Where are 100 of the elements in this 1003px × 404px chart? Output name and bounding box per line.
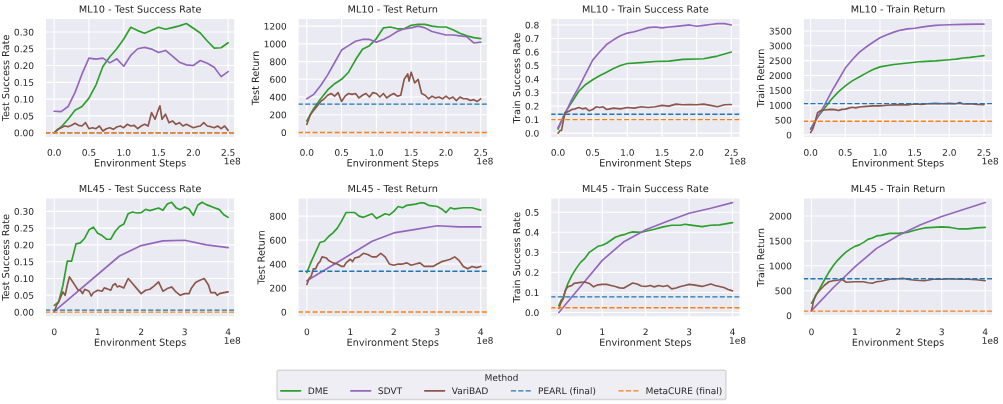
x-tick-label: 2.0 [690, 149, 704, 156]
x-tick-label: 2.5 [474, 149, 488, 156]
y-tick-label: 0.4 [525, 229, 539, 236]
y-tick-label: 400 [269, 260, 287, 268]
x-tick-label: 2.5 [977, 149, 991, 156]
y-tick-label: 1000 [769, 262, 792, 270]
chart-title: ML45 - Test Success Rate [79, 184, 201, 193]
y-tick-label: 1500 [769, 237, 792, 245]
y-axis-title: Train Return [756, 49, 765, 108]
x-tick-label: 3 [939, 328, 944, 336]
x-axis-title: Environment Steps [94, 338, 186, 348]
x-tick-label: 1 [95, 328, 100, 336]
y-tick-label: 0.5 [525, 208, 539, 216]
y-tick-label: 500 [775, 116, 792, 124]
x-tick-label: 3 [182, 328, 187, 336]
y-tick-label: 500 [775, 287, 792, 295]
y-tick-label: 0.3 [525, 249, 539, 256]
y-tick-label: 0.30 [14, 208, 34, 215]
x-tick-label: 0 [809, 328, 814, 336]
text: 1e8 [729, 337, 746, 344]
y-tick-label: 1500 [769, 87, 792, 94]
chart-title: ML10 - Train Success Rate [582, 5, 709, 13]
text: 1e8 [224, 337, 241, 344]
legend-label: VariBAD [451, 387, 488, 395]
legend-label: DME [308, 387, 328, 394]
x-tick-label: 1 [600, 328, 605, 336]
y-tick-label: 2500 [769, 57, 792, 65]
legend-label: SDVT [378, 387, 403, 395]
x-tick-label: 0.0 [804, 149, 818, 156]
y-tick-label: 200 [270, 284, 287, 292]
x-tick-label: 1.0 [117, 149, 131, 156]
y-axis-title: Test Success Rate [1, 35, 10, 122]
y-tick-label: 2000 [769, 212, 792, 220]
y-tick-label: 0.1 [525, 289, 539, 297]
legend-label: MetaCURE (final) [646, 387, 722, 396]
x-tick-label: 2.5 [724, 149, 738, 156]
y-tick-label: 600 [270, 76, 287, 83]
x-tick-label: 4 [982, 328, 988, 336]
x-axis-title: Environment Steps [600, 338, 692, 348]
y-tick-label: 0 [281, 129, 287, 137]
y-tick-label: 400 [269, 93, 287, 101]
x-tick-label: 2 [896, 328, 901, 336]
y-tick-label: 0.20 [14, 62, 34, 70]
x-tick-label: 0.5 [838, 149, 852, 156]
x-tick-label: 2.0 [942, 149, 956, 156]
y-tick-label: 0.6 [525, 48, 539, 56]
x-axis-title: Environment Steps [852, 159, 944, 169]
x-tick-label: 2.0 [439, 149, 453, 156]
text: 1e8 [729, 157, 746, 165]
y-tick-label: 0 [786, 131, 792, 139]
x-tick-label: 0.5 [82, 149, 96, 156]
x-axis-title: Environment Steps [347, 159, 439, 169]
x-tick-label: 2.0 [186, 149, 200, 156]
y-axis-title: Train Success Rate [512, 212, 521, 303]
y-tick-label: 0.25 [14, 224, 34, 232]
y-tick-label: 0.5 [525, 62, 539, 70]
y-tick-label: 3000 [769, 42, 792, 50]
text: 1e8 [982, 337, 999, 344]
chart-title: ML45 - Test Return [348, 184, 438, 193]
chart-title: ML10 - Test Return [348, 5, 438, 13]
x-axis-title: Environment Steps [94, 159, 186, 169]
x-tick-label: 0.0 [551, 149, 565, 156]
x-tick-label: 0.5 [586, 149, 600, 156]
y-tick-label: 0.00 [14, 308, 34, 316]
chart-title: ML10 - Test Success Rate [79, 5, 201, 13]
y-axis-title: Test Success Rate [1, 214, 10, 301]
y-tick-label: 3500 [769, 27, 792, 35]
y-tick-label: 0.15 [14, 258, 34, 266]
text: 1e8 [477, 157, 493, 165]
y-tick-label: 0 [281, 308, 287, 316]
y-tick-label: 1200 [264, 22, 287, 30]
x-axis-title: Environment Steps [600, 159, 692, 169]
x-tick-label: 1.5 [152, 149, 165, 156]
x-tick-label: 0.0 [47, 149, 61, 156]
x-tick-label: 4 [730, 328, 735, 336]
y-tick-label: 800 [270, 58, 287, 66]
x-tick-label: 2.5 [221, 149, 235, 156]
y-tick-label: 0.0 [525, 129, 539, 137]
x-tick-label: 1.0 [370, 149, 383, 156]
x-tick-label: 2 [138, 328, 144, 336]
y-tick-label: 0.7 [525, 35, 539, 43]
x-tick-label: 1.5 [404, 149, 418, 156]
x-tick-label: 1.0 [873, 149, 887, 156]
y-tick-label: 0.00 [14, 129, 34, 137]
y-tick-label: 0.10 [14, 275, 34, 283]
x-tick-label: 3 [435, 328, 440, 336]
y-tick-label: 0.25 [14, 45, 34, 53]
y-tick-label: 0.2 [525, 269, 539, 276]
y-tick-label: 0.30 [14, 28, 34, 36]
x-axis-title: Environment Steps [347, 338, 439, 348]
text: 1e8 [477, 337, 493, 344]
x-tick-label: 0 [556, 328, 562, 336]
x-tick-label: 1 [348, 328, 353, 336]
legend-label: PEARL (final) [538, 387, 596, 396]
x-tick-label: 0 [304, 328, 310, 336]
y-tick-label: 0.4 [525, 75, 539, 83]
y-tick-label: 0.8 [525, 21, 539, 29]
x-tick-label: 4 [225, 328, 231, 336]
y-tick-label: 0.05 [14, 112, 34, 120]
y-tick-label: 0.20 [14, 241, 34, 249]
